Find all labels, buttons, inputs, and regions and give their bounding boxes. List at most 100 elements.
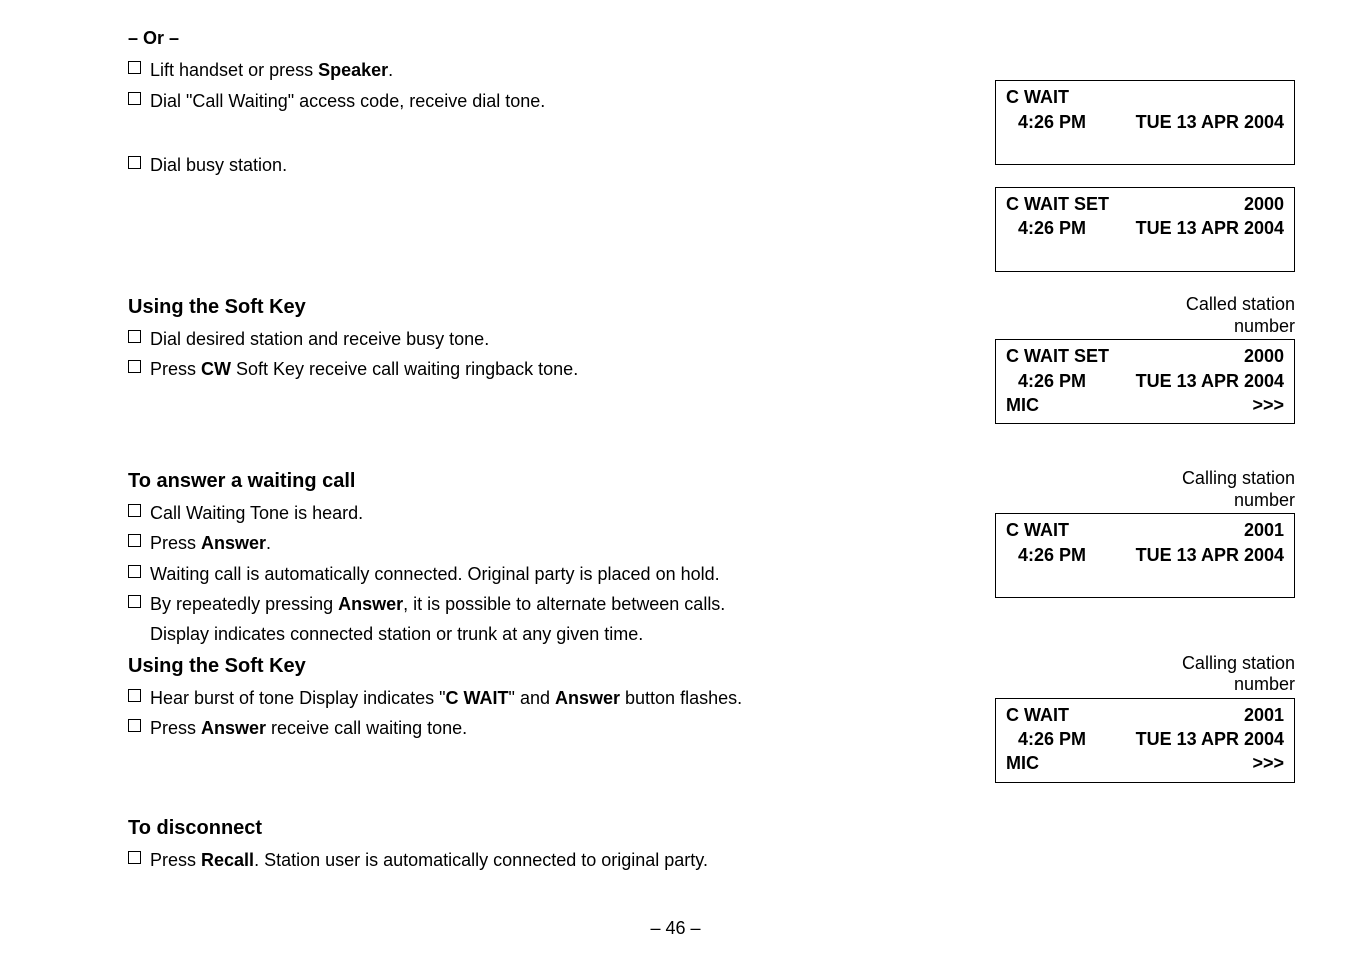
sk2-2b: Answer	[201, 718, 266, 738]
ans-4c: , it is possible to alternate between ca…	[403, 594, 725, 614]
dc-1b: Recall	[201, 850, 254, 870]
answer-row: To answer a waiting call Call Waiting To…	[128, 468, 1295, 652]
spacer	[128, 446, 1295, 468]
sk2-1c: " and	[509, 688, 555, 708]
lcd2-l2-left: 4:26 PM	[1006, 216, 1086, 240]
lcd-cwait-2001-mic: C WAIT 2001 4:26 PM TUE 13 APR 2004 MIC …	[995, 698, 1295, 783]
cb-press-answer: Press Answer.	[128, 531, 979, 555]
cb-repeat-answer: By repeatedly pressing Answer, it is pos…	[128, 592, 979, 616]
cb-press-cw: Press CW Soft Key receive call waiting r…	[128, 357, 979, 381]
checkbox-icon	[128, 851, 141, 864]
press-answer2-text: Press Answer receive call waiting tone.	[150, 716, 979, 740]
lcd-cwait-set: C WAIT SET 2000 4:26 PM TUE 13 APR 2004	[995, 187, 1295, 272]
softkey1-row: Using the Soft Key Dial desired station …	[128, 294, 1295, 446]
sk2-1e: button flashes.	[620, 688, 742, 708]
lcd5-l1-right: 2001	[1244, 703, 1284, 727]
dc-1a: Press	[150, 850, 201, 870]
lcd3-l1: C WAIT SET 2000	[1006, 344, 1284, 368]
lcd2-l1-left: C WAIT SET	[1006, 192, 1109, 216]
dial-busy-text: Dial busy station.	[150, 153, 979, 177]
softkey1-left: Using the Soft Key Dial desired station …	[128, 294, 995, 388]
spacer	[128, 805, 1295, 815]
lift-t1: Lift handset or press	[150, 60, 318, 80]
lcd4-blank	[1006, 567, 1284, 591]
dc-1c: . Station user is automatically connecte…	[254, 850, 708, 870]
lcd1-blank	[1006, 134, 1284, 158]
press-recall-text: Press Recall. Station user is automatica…	[150, 848, 1295, 872]
cb-line-lift: Lift handset or press Speaker.	[128, 58, 979, 82]
cb-hear-burst: Hear burst of tone Display indicates "C …	[128, 686, 979, 710]
answer-right: Calling station number C WAIT 2001 4:26 …	[995, 468, 1295, 620]
lcd2-l2: 4:26 PM TUE 13 APR 2004	[1006, 216, 1284, 240]
lcd2-l1-right: 2000	[1244, 192, 1284, 216]
lcd4-l2-left: 4:26 PM	[1006, 543, 1086, 567]
ans-2a: Press	[150, 533, 201, 553]
auto-connect-text: Waiting call is automatically connected.…	[150, 562, 979, 586]
press-answer-text: Press Answer.	[150, 531, 979, 555]
cb-dial-desired: Dial desired station and receive busy to…	[128, 327, 979, 351]
checkbox-icon	[128, 61, 141, 74]
lcd4-l2: 4:26 PM TUE 13 APR 2004	[1006, 543, 1284, 567]
checkbox-icon	[128, 534, 141, 547]
answer-left: To answer a waiting call Call Waiting To…	[128, 468, 995, 652]
lcd3-l3-left: MIC	[1006, 393, 1039, 417]
lcd5-l2-left: 4:26 PM	[1006, 727, 1086, 751]
checkbox-icon	[128, 360, 141, 373]
lcd3-l3: MIC >>>	[1006, 393, 1284, 417]
cb-cw-tone: Call Waiting Tone is heard.	[128, 501, 979, 525]
press-cw-text: Press CW Soft Key receive call waiting r…	[150, 357, 979, 381]
dial-access-text: Dial "Call Waiting" access code, receive…	[150, 89, 979, 113]
lcd1-l2-right: TUE 13 APR 2004	[1136, 110, 1284, 134]
lcd4-l2-right: TUE 13 APR 2004	[1136, 543, 1284, 567]
lift-b: Speaker	[318, 60, 388, 80]
checkbox-icon	[128, 565, 141, 578]
sk1-2a: Press	[150, 359, 201, 379]
lcd4-l1: C WAIT 2001	[1006, 518, 1284, 542]
lcd-cwait-2001: C WAIT 2001 4:26 PM TUE 13 APR 2004	[995, 513, 1295, 598]
lcd4-l1-right: 2001	[1244, 518, 1284, 542]
softkey2-left: Using the Soft Key Hear burst of tone Di…	[128, 653, 995, 747]
sk2-1b: C WAIT	[446, 688, 509, 708]
checkbox-icon	[128, 92, 141, 105]
sk2-1a: Hear burst of tone Display indicates "	[150, 688, 446, 708]
lcd3-l3-right: >>>	[1252, 393, 1284, 417]
softkey2-row: Using the Soft Key Hear burst of tone Di…	[128, 653, 1295, 805]
sk2-2a: Press	[150, 718, 201, 738]
display-indicates: Display indicates connected station or t…	[150, 622, 979, 646]
cb-line-dial-busy: Dial busy station.	[128, 153, 979, 177]
block1-right: C WAIT 4:26 PM TUE 13 APR 2004 C WAIT SE…	[995, 58, 1295, 294]
lcd2-l1: C WAIT SET 2000	[1006, 192, 1284, 216]
answer-heading: To answer a waiting call	[128, 468, 979, 495]
cb-press-answer2: Press Answer receive call waiting tone.	[128, 716, 979, 740]
checkbox-icon	[128, 330, 141, 343]
lcd3-l1-right: 2000	[1244, 344, 1284, 368]
lcd5-l3-right: >>>	[1252, 751, 1284, 775]
sk2-1d: Answer	[555, 688, 620, 708]
page: – Or – Lift handset or press Speaker. Di…	[0, 0, 1351, 954]
cb-press-recall: Press Recall. Station user is automatica…	[128, 848, 1295, 872]
lift-text: Lift handset or press Speaker.	[150, 58, 979, 82]
cb-line-dial-access: Dial "Call Waiting" access code, receive…	[128, 89, 979, 113]
lcd3-caption: Called station number	[995, 294, 1295, 337]
cw-tone-text: Call Waiting Tone is heard.	[150, 501, 979, 525]
lcd1-l2-left: 4:26 PM	[1006, 110, 1086, 134]
block1-row: Lift handset or press Speaker. Dial "Cal…	[128, 58, 1295, 294]
lcd3-l1-left: C WAIT SET	[1006, 344, 1109, 368]
softkey1-heading: Using the Soft Key	[128, 294, 979, 321]
repeat-answer-text: By repeatedly pressing Answer, it is pos…	[150, 592, 979, 616]
softkey1-right: Called station number C WAIT SET 2000 4:…	[995, 294, 1295, 446]
lcd-cwait-set-mic: C WAIT SET 2000 4:26 PM TUE 13 APR 2004 …	[995, 339, 1295, 424]
checkbox-icon	[128, 504, 141, 517]
lcd5-l1-left: C WAIT	[1006, 703, 1069, 727]
checkbox-icon	[128, 689, 141, 702]
page-number: – 46 –	[0, 916, 1351, 940]
spacer	[995, 58, 1295, 80]
disconnect-heading: To disconnect	[128, 815, 1295, 842]
lcd4-caption: Calling station number	[995, 468, 1295, 511]
checkbox-icon	[128, 595, 141, 608]
ans-4b: Answer	[338, 594, 403, 614]
checkbox-icon	[128, 156, 141, 169]
lcd1-l2: 4:26 PM TUE 13 APR 2004	[1006, 110, 1284, 134]
lcd-cwait: C WAIT 4:26 PM TUE 13 APR 2004	[995, 80, 1295, 165]
lcd1-l1: C WAIT	[1006, 85, 1284, 109]
